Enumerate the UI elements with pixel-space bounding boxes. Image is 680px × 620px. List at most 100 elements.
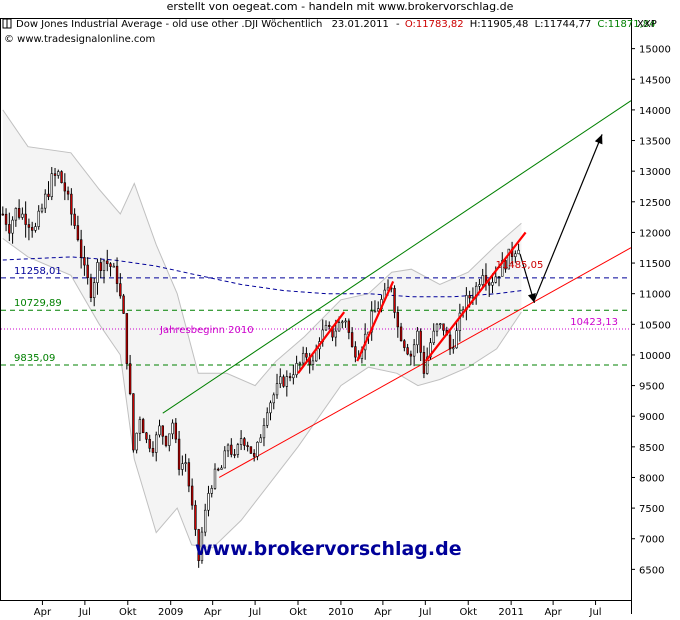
candle-body [187, 462, 191, 487]
x-tick-label: Apr [34, 607, 52, 618]
candle-body [239, 438, 243, 445]
candle-body [83, 257, 86, 266]
candle-body [262, 424, 266, 439]
candle-body [125, 313, 129, 364]
candle-body [115, 265, 119, 284]
candle-body [57, 171, 60, 176]
candle-body [158, 425, 161, 436]
candle-body [99, 262, 102, 271]
x-tick-label: Jul [78, 607, 91, 618]
candle-body [439, 323, 442, 326]
candle-body [8, 224, 11, 234]
arrow-head [527, 292, 536, 303]
candle-body [190, 485, 194, 506]
candle-body [458, 312, 462, 332]
candle-body [236, 444, 240, 455]
candle-body [425, 356, 429, 374]
candle-body [141, 419, 145, 434]
rising-wedges [297, 231, 527, 374]
candle-body [432, 330, 435, 344]
candle-body [184, 462, 187, 465]
y-tick-label: 14500 [639, 75, 671, 86]
candle-body [50, 173, 53, 198]
price-chart: 6500 7000 7500 8000 8500 9000 9500 10000 10500 11… [0, 18, 671, 618]
candle-body [11, 219, 14, 234]
candle-body [128, 363, 132, 394]
candle-body [311, 360, 315, 365]
candle-body [252, 453, 256, 457]
candle-body [419, 330, 422, 353]
candle-body [37, 210, 40, 227]
candle-body [47, 193, 50, 198]
chart-frame: 6500 7000 7500 8000 8500 9000 9500 10000 10500 11… [0, 14, 680, 620]
candle-body [269, 402, 272, 414]
candle-body [86, 264, 89, 278]
candle-body [406, 347, 409, 355]
candle-body [148, 438, 151, 449]
x-tick-label: Apr [374, 607, 392, 618]
candle-body [396, 312, 400, 328]
candle-body [30, 227, 34, 231]
level-label: 11258,01 [14, 266, 62, 277]
y-tick-label: 14000 [639, 106, 671, 117]
level-label: 10423,13 [570, 317, 618, 328]
band-lower [2, 238, 522, 549]
candle-body [422, 352, 426, 374]
candle-body [197, 529, 200, 562]
candle-body [442, 323, 445, 331]
candle-body [494, 276, 497, 283]
candle-body [230, 444, 233, 455]
candle-body [177, 438, 181, 470]
candle-body [4, 213, 8, 225]
candle-body [106, 260, 109, 265]
y-tick-label: 8500 [639, 443, 664, 454]
candle-body [89, 277, 93, 299]
candle-body [285, 376, 289, 387]
candle-body [435, 323, 439, 332]
watermark-url: www.brokervorschlag.de [195, 538, 462, 560]
trend-line [162, 100, 632, 414]
candle-body [66, 190, 70, 195]
y-tick-label: 13000 [639, 167, 671, 178]
level-label: 10729,89 [14, 298, 62, 309]
x-axis-ticks: Apr Jul Okt 2009 Apr Jul Okt 2010 Apr Jul Okt 2011 A… [34, 600, 602, 618]
candle-body [275, 383, 279, 396]
candle-body [448, 334, 452, 350]
candle-body [233, 454, 236, 456]
candle-body [171, 422, 174, 435]
candle-body [164, 435, 168, 446]
candle-body [478, 284, 481, 287]
candle-body [373, 310, 377, 313]
candle-body [298, 362, 302, 365]
x-tick-label: 2009 [158, 607, 183, 618]
candle-body [455, 330, 458, 349]
candle-body [497, 276, 501, 278]
candle-body [468, 295, 471, 299]
candle-body [347, 320, 351, 333]
x-tick-label: Okt [119, 607, 137, 618]
candle-body [70, 193, 73, 215]
candle-body [34, 226, 37, 231]
candle-body [517, 249, 520, 255]
x-tick-label: Okt [289, 607, 307, 618]
y-tick-label: 12500 [639, 198, 671, 209]
candle-body [73, 213, 76, 226]
arrow-head [594, 134, 603, 145]
y-tick-label: 10500 [639, 320, 671, 331]
y-tick-label: 8000 [639, 473, 664, 484]
candle-body [504, 260, 507, 270]
candle-body [1, 213, 4, 216]
candle-body [243, 438, 246, 446]
x-tick-label: 2010 [328, 607, 353, 618]
candle-body [282, 376, 285, 387]
candle-body [135, 432, 138, 451]
candle-body [246, 445, 249, 447]
candle-body [200, 531, 204, 562]
y-tick-label: 13500 [639, 137, 671, 148]
candle-body [217, 468, 220, 471]
candle-body [305, 353, 308, 358]
x-tick-label: Apr [544, 607, 562, 618]
y-tick-label: 15000 [639, 45, 671, 56]
x-tick-label: Jul [248, 607, 261, 618]
candle-body [151, 447, 155, 453]
